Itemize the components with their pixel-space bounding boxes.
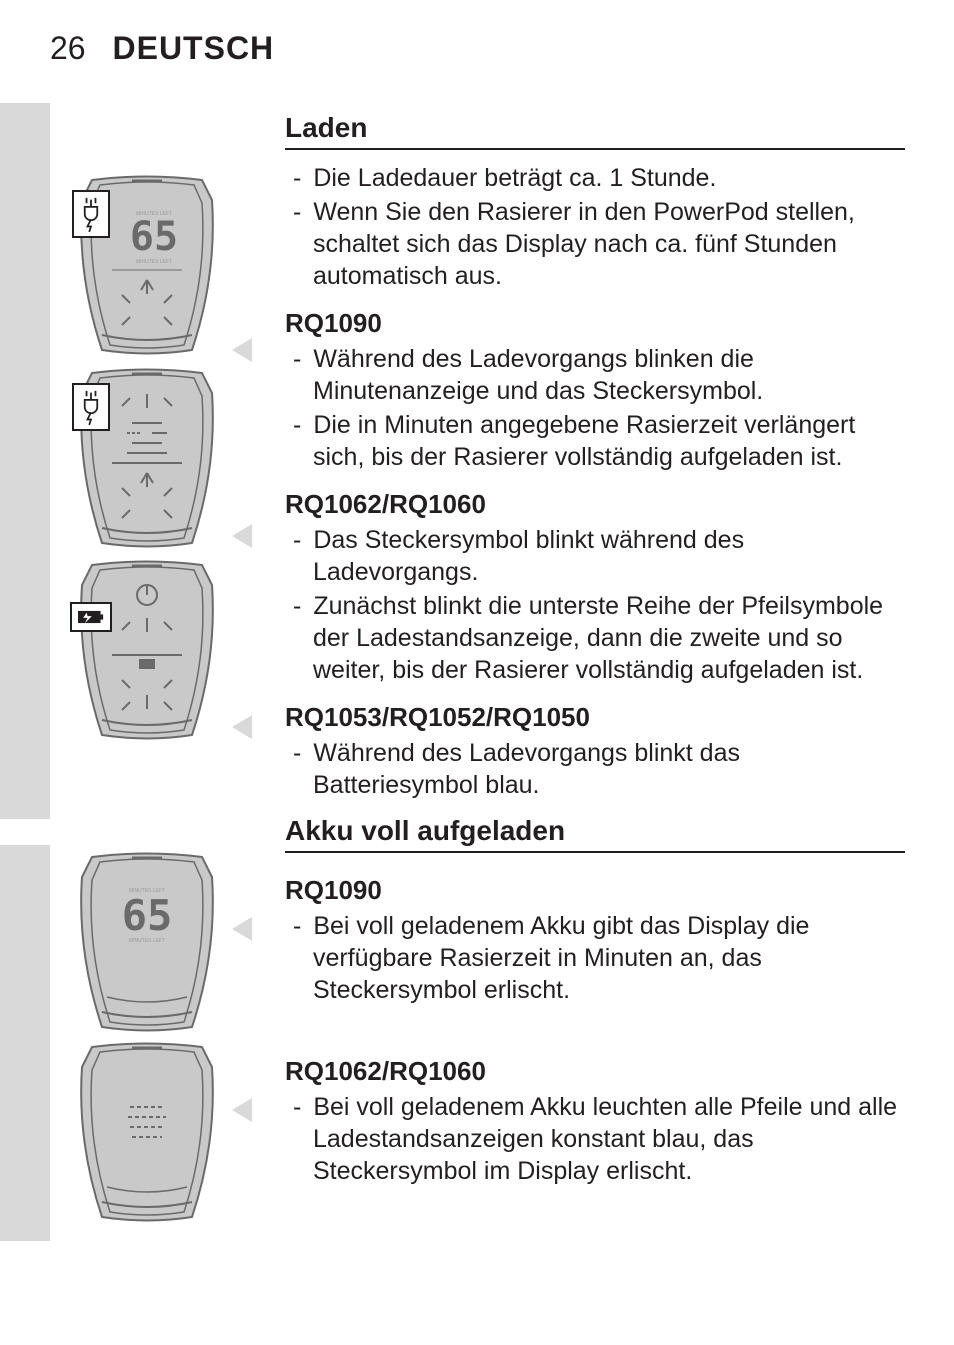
subtitle-rq1062-b: RQ1062/RQ1060: [285, 1056, 905, 1087]
bullet: Bei voll geladenem Akku leuchten alle Pf…: [285, 1091, 905, 1187]
section-title-laden: Laden: [285, 112, 905, 150]
svg-text:MINUTES LEFT: MINUTES LEFT: [129, 938, 165, 944]
diagram-rq1062-full: [62, 1042, 232, 1222]
bullet: Zunächst blinkt die unterste Reihe der P…: [285, 590, 905, 686]
bullet: Wenn Sie den Rasierer in den PowerPod st…: [285, 196, 905, 292]
subtitle-rq1090-a: RQ1090: [285, 308, 905, 339]
page-header: 26 DEUTSCH: [50, 30, 274, 67]
page-number: 26: [50, 30, 86, 66]
bullet: Die in Minuten angegebene Rasierzeit ver…: [285, 409, 905, 473]
diagram-rq1062-charging: [62, 368, 232, 548]
callout-arrow-5: [232, 1098, 252, 1122]
svg-text:65: 65: [130, 214, 178, 260]
rq1090-b-bullets: Bei voll geladenem Akku gibt das Display…: [285, 910, 905, 1006]
bullet: Während des Ladevorgangs blinkt das Batt…: [285, 737, 905, 801]
bullet: Während des Ladevorgangs blinken die Min…: [285, 343, 905, 407]
subtitle-rq1053-a: RQ1053/RQ1052/RQ1050: [285, 702, 905, 733]
main-content: Laden Die Ladedauer beträgt ca. 1 Stunde…: [285, 94, 905, 1189]
rq1062-b-bullets: Bei voll geladenem Akku leuchten alle Pf…: [285, 1091, 905, 1187]
side-accent-mid: [0, 845, 50, 1241]
rq1090-a-bullets: Während des Ladevorgangs blinken die Min…: [285, 343, 905, 473]
bullet: Bei voll geladenem Akku gibt das Display…: [285, 910, 905, 1006]
diagram-rq1053-charging: [62, 560, 232, 740]
plug-icon-highlight-1: [72, 190, 110, 238]
callout-arrow-2: [232, 524, 252, 548]
rq1053-a-bullets: Während des Ladevorgangs blinkt das Batt…: [285, 737, 905, 801]
page-language: DEUTSCH: [112, 30, 274, 66]
bullet: Das Steckersymbol blinkt während des Lad…: [285, 524, 905, 588]
subtitle-rq1062-a: RQ1062/RQ1060: [285, 489, 905, 520]
svg-text:MINUTES LEFT: MINUTES LEFT: [129, 888, 165, 894]
diagram-rq1090-charging: 65 MINUTES LEFT MINUTES LEFT: [62, 175, 232, 355]
section-title-full: Akku voll aufgeladen: [285, 815, 905, 853]
svg-text:65: 65: [122, 891, 173, 940]
battery-icon-highlight: [70, 602, 112, 632]
svg-text:MINUTES LEFT: MINUTES LEFT: [136, 259, 172, 265]
side-accent-top: [0, 103, 50, 819]
laden-bullets: Die Ladedauer beträgt ca. 1 Stunde. Wenn…: [285, 162, 905, 292]
diagram-rq1090-full: 65 MINUTES LEFT MINUTES LEFT: [62, 852, 232, 1032]
callout-arrow-1: [232, 338, 252, 362]
bullet: Die Ladedauer beträgt ca. 1 Stunde.: [285, 162, 905, 194]
rq1062-a-bullets: Das Steckersymbol blinkt während des Lad…: [285, 524, 905, 686]
plug-icon-highlight-2: [72, 383, 110, 431]
subtitle-rq1090-b: RQ1090: [285, 875, 905, 906]
callout-arrow-3: [232, 715, 252, 739]
callout-arrow-4: [232, 917, 252, 941]
svg-text:MINUTES LEFT: MINUTES LEFT: [136, 211, 172, 217]
